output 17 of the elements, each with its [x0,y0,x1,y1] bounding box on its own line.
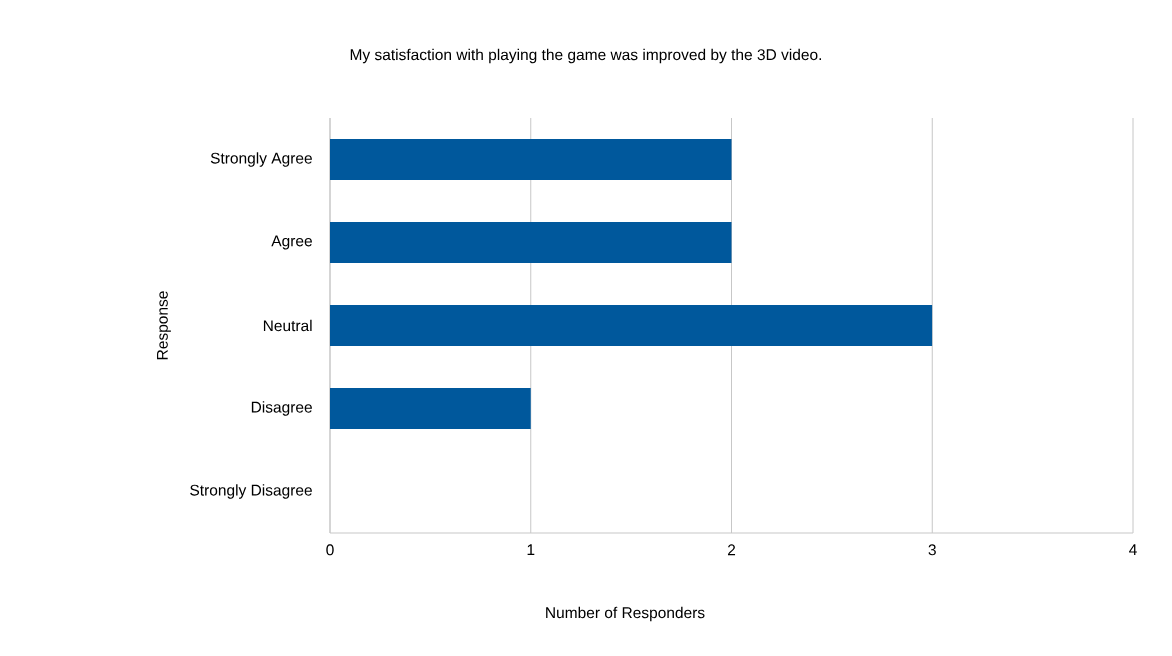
y-tick-label: Disagree [251,401,312,416]
bar [330,139,732,180]
y-tick-label: Strongly Disagree [190,484,312,499]
bar [330,222,732,263]
y-tick-label: Strongly Agree [210,152,312,167]
x-tick-label: 0 [326,544,334,556]
x-tick-label: 1 [527,544,535,556]
y-tick-label: Neutral [263,319,312,332]
x-axis-title: Number of Responders [546,606,705,622]
x-tick-label: 3 [928,544,936,556]
x-tick-label: 2 [727,544,736,556]
y-tick-label: Agree [271,235,312,250]
chart-title: My satisfaction with playing the game was improved by the 3D video. [350,48,821,64]
y-axis-title: Response [157,291,171,360]
bar [330,388,531,429]
bar [330,305,933,346]
x-tick-label: 4 [1129,544,1137,556]
